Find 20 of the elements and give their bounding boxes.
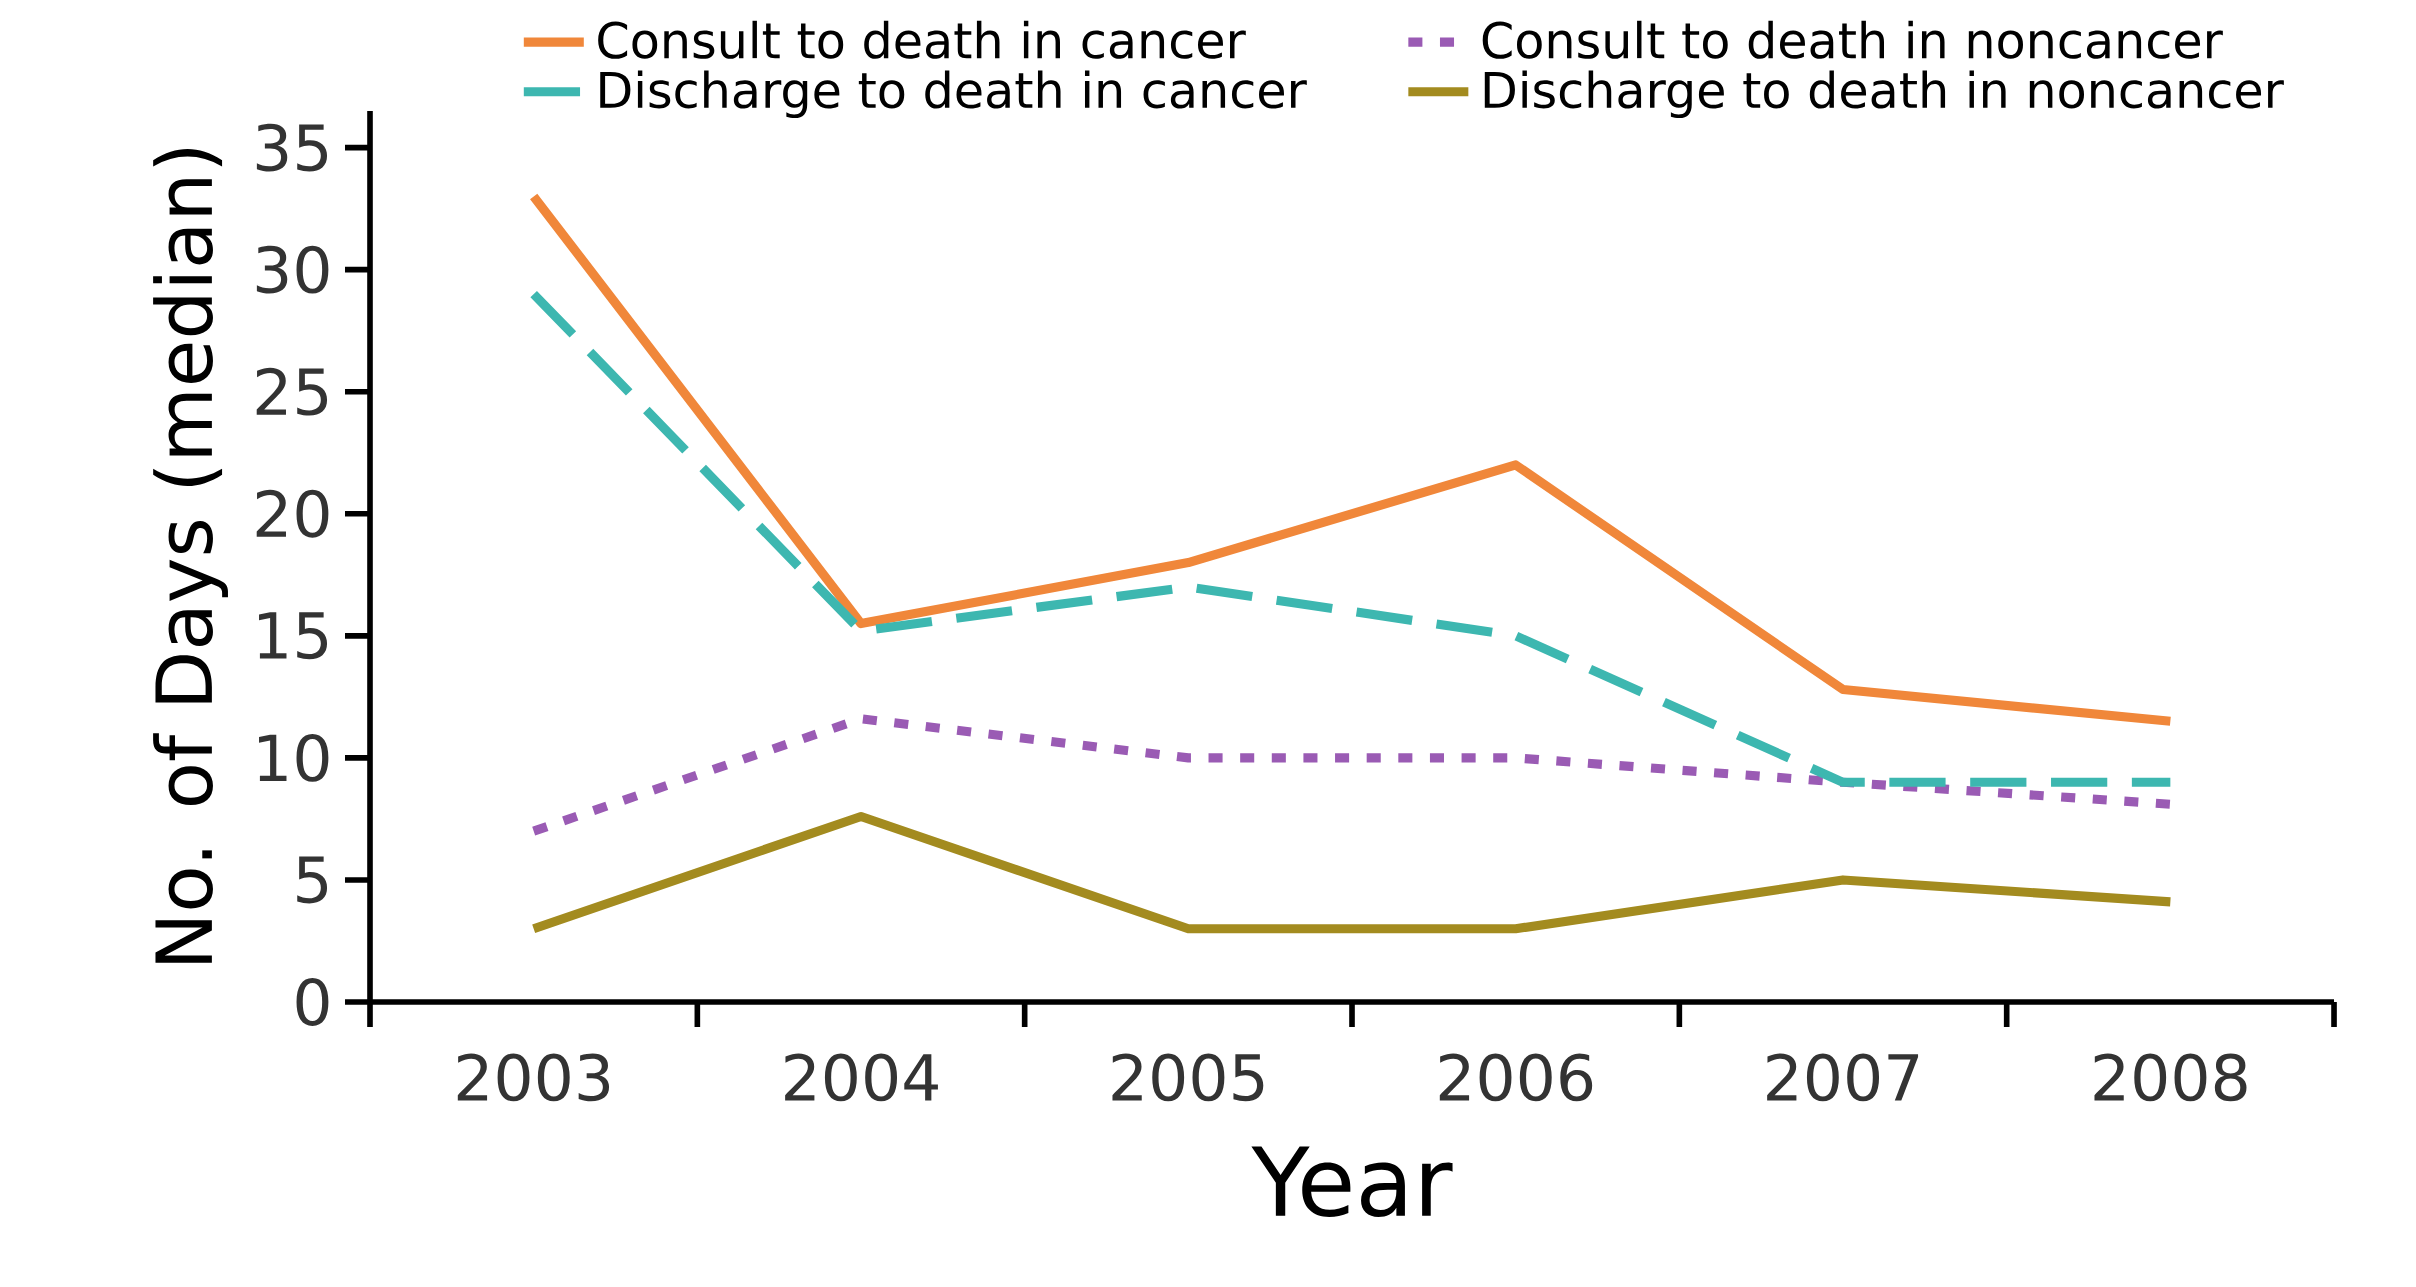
legend-label: Discharge to death in noncancer	[1484, 70, 2284, 119]
y-axis-title: No. of Days (median)	[153, 149, 228, 963]
y-tick-label: 0	[296, 978, 329, 1026]
y-tick-label: 15	[259, 612, 328, 660]
legend-label: Consult to death in noncancer	[1482, 20, 2223, 59]
y-tick-label: 30	[256, 245, 329, 294]
x-tick-label: 2005	[1112, 1053, 1264, 1102]
y-tick-label: 25	[256, 367, 328, 416]
y-tick-label: 5	[297, 856, 328, 904]
y-tick-label: 10	[259, 733, 329, 782]
legend-label: Consult to death in cancer	[598, 20, 1246, 59]
x-tick-label: 2007	[1767, 1053, 1919, 1102]
x-tick-label: 2008	[2094, 1053, 2247, 1102]
y-tick-label: 20	[256, 489, 329, 538]
y-tick-label: 35	[256, 123, 328, 172]
x-axis-title: Year	[1251, 1146, 1453, 1218]
x-tick-label: 2006	[1439, 1053, 1593, 1102]
x-tick-label: 2004	[785, 1053, 938, 1102]
x-tick-label: 2003	[457, 1053, 610, 1102]
legend-label: Discharge to death in cancer	[600, 70, 1307, 119]
